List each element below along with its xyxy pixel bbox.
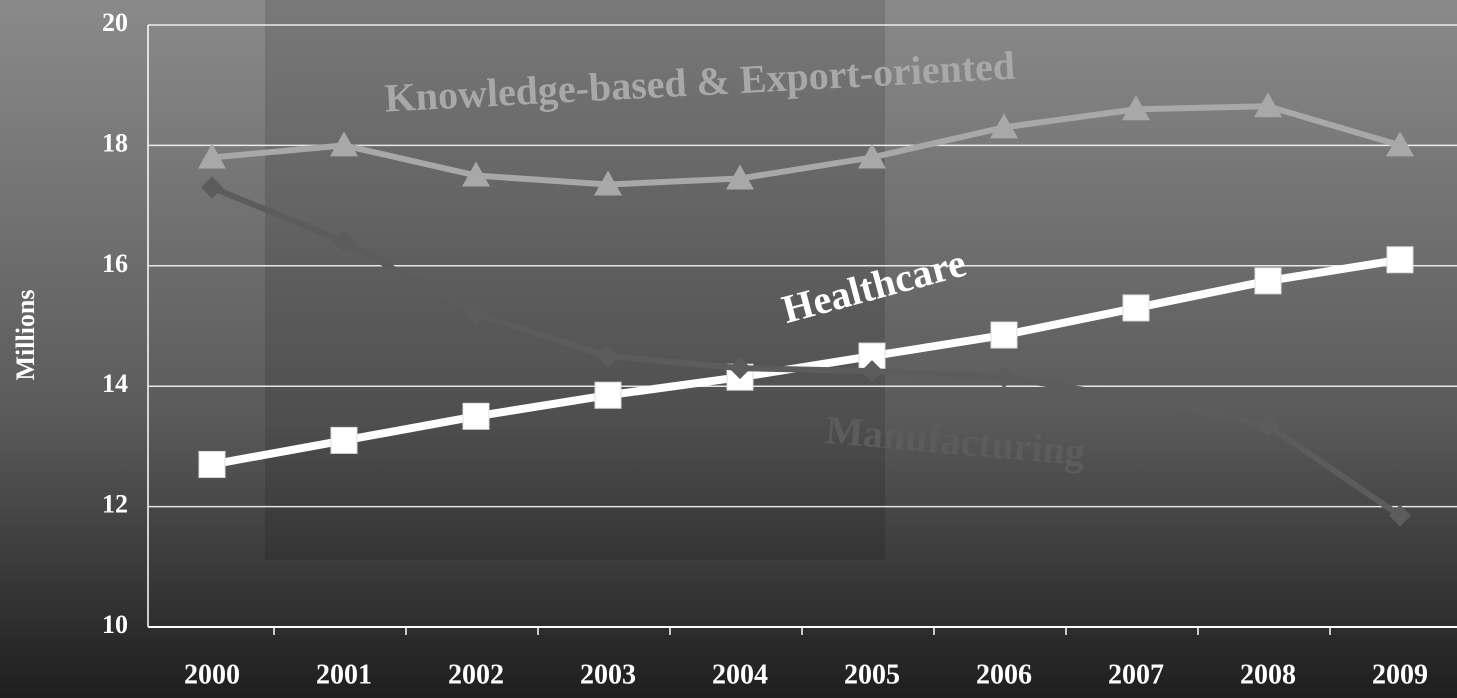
- point: [1254, 92, 1282, 118]
- point: [594, 170, 622, 196]
- point: [198, 450, 226, 478]
- point: [462, 402, 490, 430]
- point: [1122, 95, 1150, 121]
- series-line: [211, 255, 1401, 469]
- point: [330, 131, 358, 157]
- x-tick-label: 2006: [976, 659, 1032, 690]
- point: [1257, 414, 1279, 437]
- y-tick-label: 12: [102, 490, 128, 519]
- point: [462, 161, 490, 187]
- x-tick-label: 2005: [844, 659, 900, 690]
- point: [1122, 294, 1150, 322]
- point: [726, 164, 754, 190]
- background-shape: [265, 0, 885, 560]
- x-tick-label: 2000: [184, 659, 240, 690]
- y-tick-label: 10: [102, 610, 128, 639]
- x-tick-label: 2004: [712, 659, 768, 690]
- series-line: [211, 103, 1401, 188]
- point: [990, 113, 1018, 139]
- x-tick-label: 2007: [1108, 659, 1164, 690]
- point: [729, 357, 751, 380]
- point: [861, 360, 883, 383]
- point: [333, 230, 355, 253]
- x-tick-label: 2008: [1240, 659, 1296, 690]
- point: [1389, 504, 1411, 527]
- point: [858, 143, 886, 169]
- x-tick-label: 2003: [580, 659, 636, 690]
- point: [1125, 387, 1147, 410]
- point: [1386, 131, 1414, 157]
- point: [1254, 267, 1282, 295]
- point: [1386, 246, 1414, 274]
- x-tick-label: 2001: [316, 659, 372, 690]
- y-axis-label: Millions: [11, 289, 40, 380]
- x-tick-label: 2009: [1372, 659, 1428, 690]
- x-tick-label: 2002: [448, 659, 504, 690]
- point: [330, 426, 358, 454]
- point: [198, 143, 226, 169]
- y-tick-label: 14: [102, 369, 128, 398]
- point: [993, 366, 1015, 389]
- series-line: [210, 184, 1402, 519]
- point: [465, 302, 487, 325]
- point: [597, 345, 619, 368]
- point: [594, 381, 622, 409]
- y-tick-label: 18: [102, 128, 128, 157]
- point: [201, 176, 223, 199]
- y-tick-label: 20: [102, 8, 128, 37]
- point: [990, 321, 1018, 349]
- y-tick-label: 16: [102, 249, 128, 278]
